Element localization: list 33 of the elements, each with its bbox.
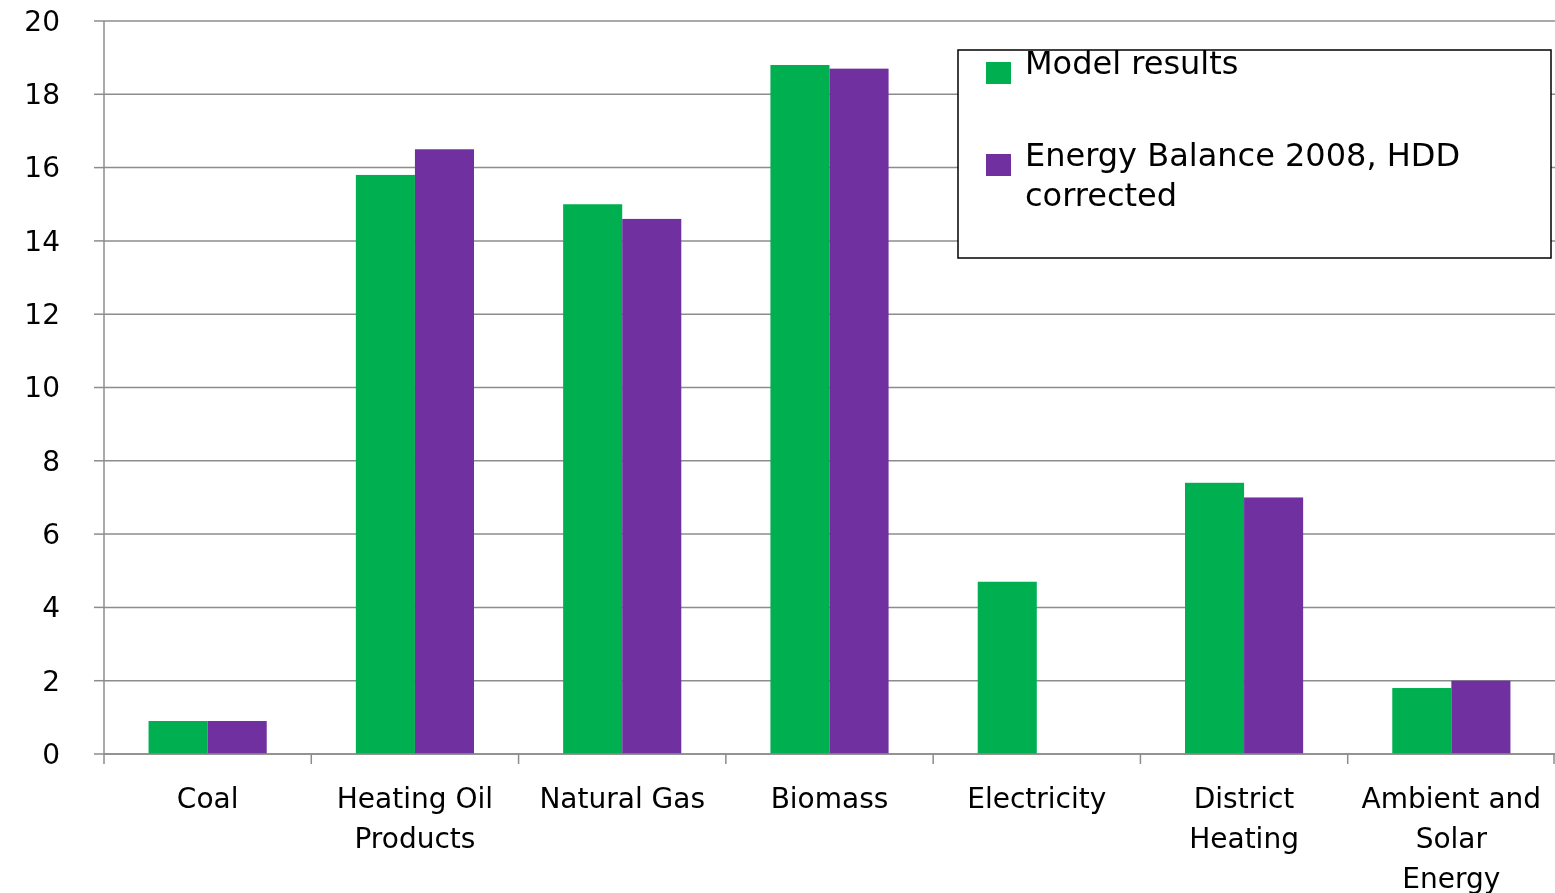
bar (1392, 688, 1452, 754)
y-tick-label: 12 (24, 298, 60, 331)
x-tick-label: Biomass (770, 782, 889, 815)
bar (355, 174, 415, 754)
bar (977, 581, 1037, 754)
bar (414, 149, 475, 754)
y-tick-label: 0 (42, 737, 60, 771)
y-tick-label: 10 (24, 371, 60, 405)
bar (829, 68, 889, 754)
bar (770, 64, 830, 754)
y-tick-label: 18 (24, 78, 60, 112)
y-tick-label: 4 (42, 591, 60, 625)
bar (1451, 680, 1511, 754)
x-tick-label: District Heating (1189, 782, 1299, 855)
y-tick-label: 2 (42, 664, 60, 698)
bar (563, 204, 623, 754)
y-tick-label: 14 (24, 224, 60, 258)
x-tick-label: Heating Oil Products (336, 782, 494, 855)
y-tick-label: 8 (42, 444, 60, 478)
bar (622, 218, 682, 754)
x-tick-label: Ambient and Solar Energy (1361, 782, 1542, 893)
bar (207, 721, 267, 754)
legend-label: Model results (1025, 44, 1239, 82)
x-tick-label: Electricity (967, 782, 1107, 815)
bar (148, 721, 208, 754)
legend-label: Energy Balance 2008, HDD corrected (1025, 136, 1461, 214)
bar (1244, 497, 1304, 754)
bar (1184, 482, 1245, 754)
y-tick-label: 16 (24, 151, 60, 185)
y-tick-label: 6 (42, 517, 60, 551)
y-tick-label: 20 (24, 4, 60, 38)
x-tick-label: Natural Gas (539, 782, 706, 815)
x-tick-label: Coal (176, 782, 239, 815)
